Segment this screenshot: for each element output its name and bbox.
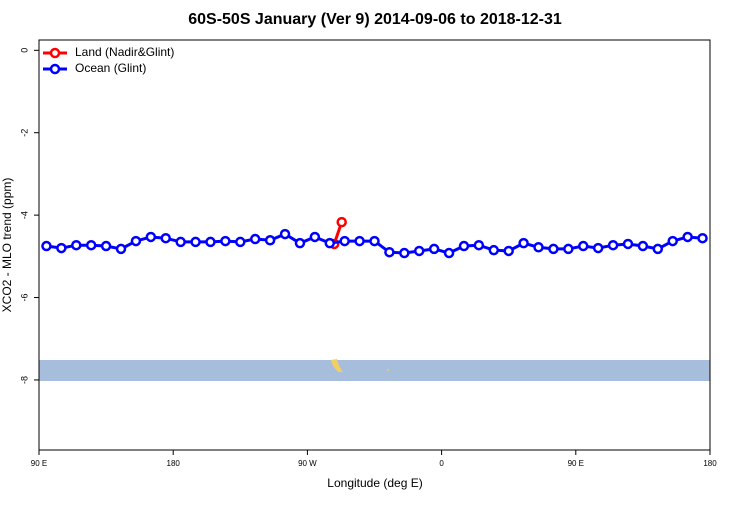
data-point [339,235,350,247]
data-point [249,233,261,245]
y-tick-label: 0 [19,48,29,53]
data-point [428,243,440,255]
data-point [235,236,246,248]
data-point [548,243,559,255]
data-point [130,235,142,247]
data-point [682,231,693,243]
legend-label: Ocean (Glint) [75,61,146,75]
legend-marker [49,47,61,59]
chart-title: 60S-50S January (Ver 9) 2014-09-06 to 20… [188,11,562,28]
data-point [145,231,157,243]
data-point [264,235,276,246]
data-point [309,231,321,243]
data-point [652,243,664,255]
legend-marker [49,63,61,75]
data-point [399,247,410,259]
data-point [578,240,589,252]
data-point [100,240,112,252]
data-point [473,239,485,251]
land-shape [387,369,389,371]
data-point [697,232,708,244]
data-point [533,242,544,253]
data-point [336,216,347,228]
data-point [622,238,634,250]
x-tick-label: 180 [167,459,181,468]
data-point [458,240,470,252]
data-point [160,232,171,244]
data-point [592,242,604,254]
y-tick-label: -8 [19,376,29,384]
x-tick-label: 180 [703,459,717,468]
land-shape [331,359,343,372]
data-point [294,237,306,249]
data-point [443,247,455,259]
data-point [279,228,291,240]
data-point [205,236,216,248]
x-tick-label: 90 E [31,459,47,468]
x-tick-label: 90 E [568,459,584,468]
data-point [503,245,514,257]
data-point [175,236,186,248]
data-point [637,240,649,252]
data-point [667,235,678,247]
data-point [354,235,365,247]
legend-label: Land (Nadir&Glint) [75,45,174,59]
y-axis-label: XCO2 - MLO trend (ppm) [0,178,14,313]
data-point [85,239,97,251]
y-tick-label: -4 [19,211,29,219]
data-point [220,235,231,247]
x-tick-label: 0 [439,459,444,468]
map-band [39,360,710,381]
data-point [413,245,425,257]
data-point [563,243,574,255]
y-tick-label: -2 [19,129,29,137]
data-point [488,244,500,256]
data-point [71,239,82,251]
data-point [41,240,52,252]
data-point [324,237,336,249]
plot-frame [38,39,711,451]
data-point [607,239,619,251]
y-tick-label: -6 [19,294,29,302]
data-point [518,237,529,249]
data-point [115,243,127,255]
data-point [369,235,380,247]
data-point [384,246,395,258]
data-point [56,242,67,254]
data-point [190,236,201,248]
x-axis-label: Longitude (deg E) [327,476,422,490]
x-tick-label: 90 W [298,459,317,468]
